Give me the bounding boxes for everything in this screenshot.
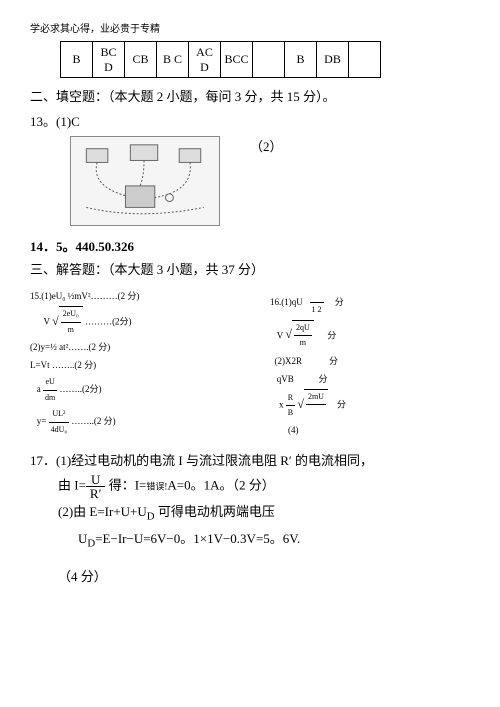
table-cell: CB — [125, 42, 157, 78]
section2-title: 二、填空题：（本大题 2 小题，每问 3 分，共 15 分）。 — [30, 86, 470, 105]
q17-line4: UD=E−Ir−U=6V−0。1×1V−0.3V=5。6V. — [78, 527, 470, 554]
den: dm — [43, 391, 57, 405]
q13-label: 13。(1)C — [30, 111, 470, 130]
formula-right: 16.(1)qU 1 2 分 V √2qUm 分 (2)X2R 分 qVB 分 … — [270, 286, 470, 441]
num: UL² — [49, 407, 70, 422]
y-label: y= — [37, 416, 47, 426]
q17: 17．(1)经过电动机的电流 I 与流过限流电阻 R′ 的电流相同， 由 I=U… — [30, 449, 470, 590]
v-label: V — [277, 330, 283, 340]
den: m — [294, 336, 312, 350]
den: B — [286, 406, 295, 420]
f-line: 15.(1)eU₀ ½mV²………(2 分) — [30, 288, 230, 304]
suffix: ……..(2分) — [59, 384, 101, 394]
f-line: x RB √2mU 分 — [270, 389, 470, 420]
sub: D — [147, 511, 155, 523]
f-line: V √2eU₀m ………(2分) — [30, 306, 230, 337]
formula-left: 15.(1)eU₀ ½mV²………(2 分) V √2eU₀m ………(2分) … — [30, 286, 230, 441]
table-cell: AC D — [189, 42, 221, 78]
f-line: a eUdm ……..(2分) — [30, 375, 230, 405]
num: U — [86, 473, 106, 487]
den: 1 2 — [310, 303, 324, 317]
txt: 得：I= — [105, 478, 146, 493]
err: 错误! — [146, 482, 167, 492]
circuit-diagram — [70, 136, 220, 226]
table-cell: B — [61, 42, 93, 78]
q14: 14．5。440.50.326 — [30, 236, 470, 255]
num: 2eU₀ — [61, 307, 81, 322]
answer-table: B BC D CB B C AC D BCC B DB — [60, 41, 381, 78]
section3-title: 三、解答题：（本大题 3 小题，共 37 分） — [30, 259, 470, 278]
num: 2mU — [306, 390, 326, 405]
table-cell — [349, 42, 381, 78]
txt: 分 — [329, 356, 338, 366]
txt: 16.(1)qU — [270, 297, 303, 307]
v-label: V — [44, 317, 50, 327]
txt: =E−Ir−U=6V−0。1×1V−0.3V=5。6V. — [95, 531, 300, 546]
txt: (2)由 E=Ir+U+U — [58, 504, 147, 519]
f-line: qVB 分 — [270, 371, 470, 387]
suffix: ………(2分) — [85, 317, 132, 327]
table-cell — [253, 42, 285, 78]
suffix: 分 — [337, 400, 346, 410]
suffix: 分 — [327, 330, 336, 340]
txt: (4) — [288, 425, 299, 435]
table-cell: BCC — [221, 42, 253, 78]
txt: 分 — [335, 297, 344, 307]
q17-line2: 由 I=UR′ 得：I=错误!A=0。1A。（2 分） — [58, 473, 470, 500]
page-header: 学必求其心得，业必贵于专精 — [30, 20, 470, 35]
den: R′ — [86, 487, 106, 500]
formula-section: 15.(1)eU₀ ½mV²………(2 分) V √2eU₀m ………(2分) … — [30, 286, 470, 441]
num: eU — [43, 375, 57, 390]
f-line: L=Vt ……..(2 分) — [30, 357, 230, 373]
txt: (2)X2R — [275, 356, 303, 366]
q17-line3: (2)由 E=Ir+U+UD 可得电动机两端电压 — [58, 500, 470, 527]
txt: 由 I= — [58, 478, 86, 493]
f-line: (2)X2R 分 — [270, 353, 470, 369]
f-line: (2)y=½ at²…….(2 分) — [30, 339, 230, 355]
f-line: V √2qUm 分 — [270, 320, 470, 351]
den: 4dU₀ — [49, 423, 70, 437]
txt: U — [78, 531, 87, 546]
f-line: 16.(1)qU 1 2 分 — [270, 288, 470, 318]
txt: A=0。1A。（2 分） — [167, 478, 274, 493]
txt: 分 — [319, 374, 328, 384]
num: R — [286, 391, 295, 406]
suffix: ……..(2 分) — [71, 416, 115, 426]
f-line: y= UL²4dU₀ ……..(2 分) — [30, 407, 230, 437]
txt: qVB — [277, 374, 294, 384]
table-cell: B — [285, 42, 317, 78]
q17-line1: 17．(1)经过电动机的电流 I 与流过限流电阻 R′ 的电流相同， — [30, 449, 470, 474]
txt: 可得电动机两端电压 — [155, 504, 275, 519]
f-line: (4) — [270, 422, 470, 438]
q17-score: （4 分） — [58, 565, 470, 590]
table-cell: B C — [157, 42, 189, 78]
q13-part2: （2） — [250, 136, 283, 155]
num: 2qU — [294, 321, 312, 336]
a-label: a — [37, 384, 41, 394]
den: m — [61, 323, 81, 337]
table-cell: DB — [317, 42, 349, 78]
table-cell: BC D — [93, 42, 125, 78]
x-label: x — [279, 400, 284, 410]
